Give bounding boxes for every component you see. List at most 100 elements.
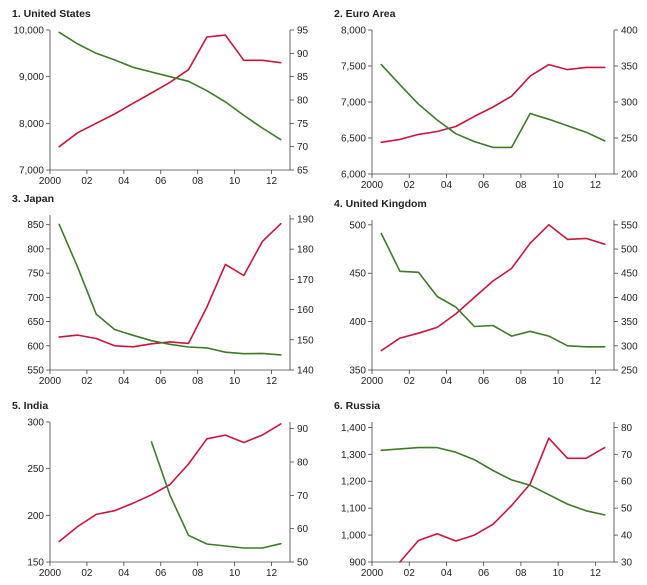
right-tick-label: 70: [297, 491, 309, 502]
right-tick-label: 30: [621, 558, 633, 569]
right-tick-label: 250: [621, 134, 638, 145]
x-tick-label: 12: [266, 376, 278, 387]
chart-title: 1. United States: [12, 8, 91, 20]
right-tick-label: 160: [297, 305, 314, 316]
series-line-right-axis: [380, 232, 606, 348]
right-tick-label: 180: [297, 245, 314, 256]
left-tick-label: 700: [27, 293, 44, 304]
left-tick-label: 500: [349, 220, 366, 231]
right-tick-label: 80: [621, 423, 633, 434]
left-tick-label: 6,000: [341, 170, 366, 181]
x-tick-label: 2000: [361, 376, 384, 387]
x-tick-label: 10: [229, 376, 241, 387]
left-tick-label: 1,300: [341, 450, 366, 461]
x-tick-label: 06: [478, 376, 490, 387]
x-tick-label: 02: [81, 568, 93, 579]
x-tick-label: 10: [229, 176, 241, 187]
left-tick-label: 8,000: [341, 26, 366, 37]
right-tick-label: 550: [621, 220, 638, 231]
right-tick-label: 90: [297, 424, 309, 435]
x-tick-label: 04: [441, 180, 453, 191]
chart-title: 2. Euro Area: [334, 8, 396, 20]
series-line-right-axis: [380, 63, 606, 149]
x-tick-label: 2000: [361, 180, 384, 191]
right-tick-label: 70: [621, 450, 633, 461]
right-tick-label: 50: [621, 504, 633, 515]
x-tick-label: 06: [155, 176, 167, 187]
series-line-right-axis: [380, 446, 606, 516]
left-tick-label: 10,000: [13, 26, 44, 37]
x-tick-label: 10: [229, 568, 241, 579]
chart-title: 3. Japan: [12, 193, 54, 205]
x-tick-label: 12: [590, 180, 602, 191]
chart-panel-2: 2. Euro Area 6,000 6,500 7,000 7,500 8,000 200…: [334, 8, 638, 191]
x-tick-label: 10: [553, 180, 565, 191]
left-tick-label: 1,000: [341, 531, 366, 542]
chart-panel-1: 1. United States 7,000 8,000 9,000 10,000 65 7…: [12, 8, 309, 187]
x-tick-label: 02: [81, 176, 93, 187]
right-tick-label: 300: [621, 341, 638, 352]
left-tick-label: 1,100: [341, 504, 366, 515]
x-tick-label: 2000: [39, 176, 62, 187]
right-tick-label: 250: [621, 366, 638, 377]
left-tick-label: 7,000: [19, 166, 44, 177]
series-line-left-axis: [58, 423, 282, 543]
chart-panel-5: 5. India 150 200 250 300 50 60 70 80 90 2000 02 04 06…: [12, 400, 309, 579]
left-tick-label: 1,200: [341, 477, 366, 488]
left-tick-label: 9,000: [19, 72, 44, 83]
x-tick-label: 06: [155, 568, 167, 579]
chart-title: 4. United Kingdom: [334, 198, 427, 210]
left-tick-label: 7,000: [341, 98, 366, 109]
right-tick-label: 80: [297, 96, 309, 107]
x-tick-label: 04: [441, 376, 453, 387]
right-tick-label: 350: [621, 62, 638, 73]
x-tick-label: 04: [118, 568, 130, 579]
right-tick-label: 450: [621, 269, 638, 280]
series-line-left-axis: [399, 437, 606, 563]
chart-panel-6: 6. Russia 900 1,000 1,100 1,200 1,300 1,400 30 4…: [334, 400, 633, 579]
right-tick-label: 50: [297, 558, 309, 569]
left-tick-label: 200: [27, 511, 44, 522]
chart-panel-4: 4. United Kingdom 350 400 450 500 250 300 350 40…: [334, 198, 638, 387]
left-tick-label: 650: [27, 317, 44, 328]
x-tick-label: 08: [515, 376, 527, 387]
x-tick-label: 10: [553, 376, 565, 387]
right-tick-label: 40: [621, 531, 633, 542]
left-tick-label: 1,400: [341, 423, 366, 434]
x-tick-label: 06: [478, 180, 490, 191]
x-tick-label: 08: [515, 180, 527, 191]
left-tick-label: 450: [349, 269, 366, 280]
right-tick-label: 500: [621, 245, 638, 256]
x-tick-label: 08: [192, 568, 204, 579]
x-tick-label: 10: [553, 568, 565, 579]
left-tick-label: 7,500: [341, 62, 366, 73]
right-tick-label: 400: [621, 293, 638, 304]
left-tick-label: 6,500: [341, 134, 366, 145]
left-tick-label: 8,000: [19, 119, 44, 130]
right-tick-label: 190: [297, 214, 314, 225]
right-tick-label: 400: [621, 26, 638, 37]
right-tick-label: 90: [297, 49, 309, 60]
x-tick-label: 12: [266, 176, 278, 187]
x-tick-label: 02: [404, 376, 416, 387]
series-line-left-axis: [58, 222, 282, 348]
right-tick-label: 200: [621, 170, 638, 181]
series-line-left-axis: [380, 63, 606, 144]
right-tick-label: 350: [621, 317, 638, 328]
right-tick-label: 60: [297, 524, 309, 535]
x-tick-label: 06: [478, 568, 490, 579]
left-tick-label: 150: [27, 558, 44, 569]
x-tick-label: 04: [118, 376, 130, 387]
right-tick-label: 300: [621, 98, 638, 109]
x-tick-label: 12: [590, 568, 602, 579]
left-tick-label: 800: [27, 244, 44, 255]
left-tick-label: 550: [27, 366, 44, 377]
series-line-right-axis: [150, 441, 282, 549]
x-tick-label: 2000: [39, 376, 62, 387]
x-tick-label: 04: [441, 568, 453, 579]
left-tick-label: 350: [349, 366, 366, 377]
x-tick-label: 12: [266, 568, 278, 579]
right-tick-label: 65: [297, 166, 309, 177]
right-tick-label: 170: [297, 275, 314, 286]
